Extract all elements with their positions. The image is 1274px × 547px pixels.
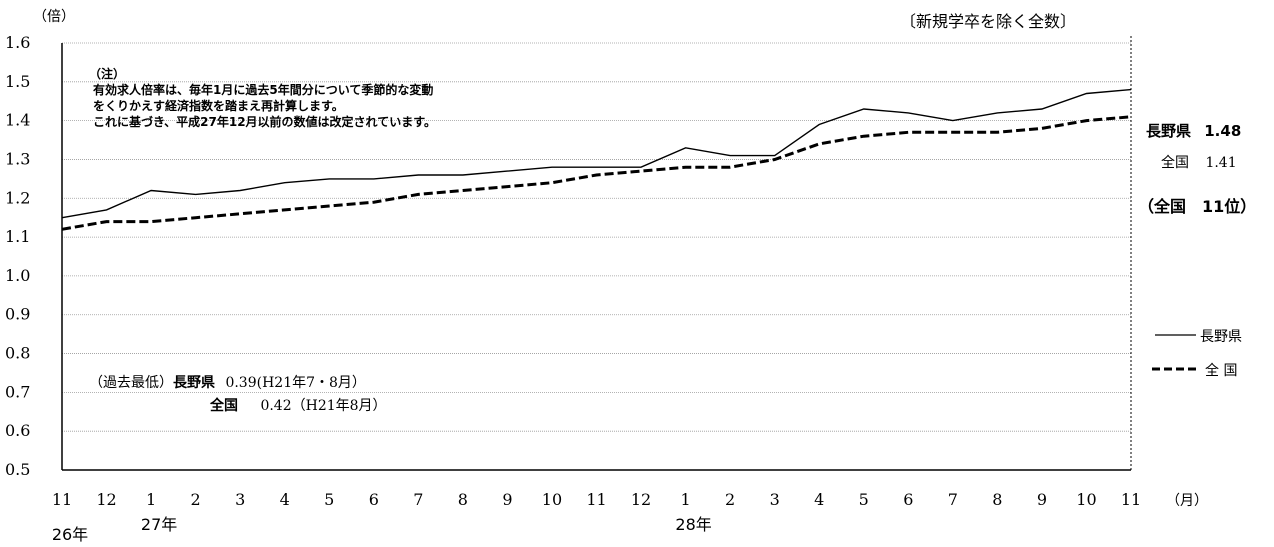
y-tick-label: 1.3 [5, 149, 30, 168]
year-label: 27年 [141, 515, 177, 534]
x-tick-label: 3 [770, 490, 780, 509]
x-tick-label: 11 [586, 490, 606, 509]
x-tick-label: 8 [458, 490, 468, 509]
x-tick-label: 9 [502, 490, 512, 509]
x-tick-label: 5 [324, 490, 334, 509]
x-tick-label: 7 [413, 490, 423, 509]
y-tick-label: 1.5 [5, 72, 30, 91]
y-tick-label: 1.0 [5, 266, 30, 285]
y-tick-label: 0.7 [5, 382, 30, 401]
x-axis-unit: （月） [1166, 493, 1208, 509]
note-line-3: これに基づき、平成27年12月以前の数値は改定されています。 [93, 115, 437, 129]
history-prefix: （過去最低） [89, 375, 173, 391]
x-tick-label: 11 [1121, 490, 1141, 509]
x-tick-label: 2 [191, 490, 201, 509]
x-tick-label: 7 [948, 490, 958, 509]
x-tick-label: 8 [992, 490, 1002, 509]
latest-pref: 長野県 1.48 [1146, 120, 1241, 141]
x-tick-label: 1 [680, 490, 690, 509]
x-tick-label: 6 [903, 490, 913, 509]
legend-label-pref: 長野県 [1200, 329, 1242, 345]
y-tick-label: 0.6 [5, 421, 30, 440]
x-tick-label: 4 [814, 490, 824, 509]
x-tick-label: 1 [146, 490, 156, 509]
x-tick-label: 3 [235, 490, 245, 509]
y-tick-label: 1.6 [5, 33, 30, 52]
x-tick-label: 2 [725, 490, 735, 509]
latest-pref-value: 1.48 [1204, 122, 1242, 140]
year-label: 26年 [52, 525, 88, 544]
axes [61, 36, 1132, 471]
y-tick-label: 1.1 [5, 227, 30, 246]
y-tick-label: 1.2 [5, 188, 30, 207]
y-tick-label: 0.9 [5, 305, 30, 324]
series-line-national [61, 115, 1132, 231]
latest-pref-label: 長野県 [1146, 122, 1192, 140]
latest-national: 全国 1.41 [1161, 152, 1237, 172]
history-pref-label: 長野県 [173, 375, 215, 391]
note-line-2: をくりかえす経済指数を踏まえ再計算します。 [93, 99, 344, 113]
x-tick-label: 12 [631, 490, 651, 509]
history-low-national: 全国 0.42（H21年8月） [210, 395, 387, 415]
gridlines [62, 42, 1131, 432]
series-lines [61, 88, 1132, 231]
y-tick-labels: 0.5 0.6 0.7 0.8 0.9 1.0 1.1 1.2 1.3 1.4 1.5 1.6 [5, 33, 30, 479]
x-tick-label: 12 [96, 490, 116, 509]
latest-nat-label: 全国 [1161, 155, 1189, 171]
x-tick-label: 5 [859, 490, 869, 509]
latest-nat-value: 1.41 [1205, 155, 1237, 171]
note-head: （注） [89, 67, 126, 81]
x-tick-label: 11 [52, 490, 72, 509]
legend-label-national: 全 国 [1205, 363, 1238, 379]
history-pref-value: 0.39(H21年7・8月） [225, 375, 366, 391]
history-low-pref: （過去最低）長野県 0.39(H21年7・8月） [89, 372, 366, 392]
note-line-1: 有効求人倍率は、毎年1月に過去5年間分について季節的な変動 [93, 83, 434, 97]
x-tick-label: 10 [542, 490, 562, 509]
x-tick-label: 4 [280, 490, 290, 509]
history-nat-value: 0.42（H21年8月） [260, 398, 387, 414]
x-tick-label: 9 [1037, 490, 1047, 509]
note-block: （注） 有効求人倍率は、毎年1月に過去5年間分について季節的な変動 をくりかえす… [89, 66, 437, 130]
chart-subtitle: 〔新規学卒を除く全数〕 [900, 12, 1077, 31]
national-rank: （全国 11位） [1138, 197, 1257, 216]
x-tick-label: 6 [369, 490, 379, 509]
series-line-nagano [61, 88, 1132, 219]
y-axis-unit: （倍） [33, 9, 75, 25]
y-tick-label: 1.4 [5, 111, 30, 130]
y-tick-label: 0.5 [5, 460, 30, 479]
y-tick-label: 0.8 [5, 344, 30, 363]
x-tick-label: 10 [1076, 490, 1096, 509]
legend [1152, 334, 1199, 371]
history-nat-label: 全国 [210, 398, 238, 414]
year-label: 28年 [675, 515, 711, 534]
